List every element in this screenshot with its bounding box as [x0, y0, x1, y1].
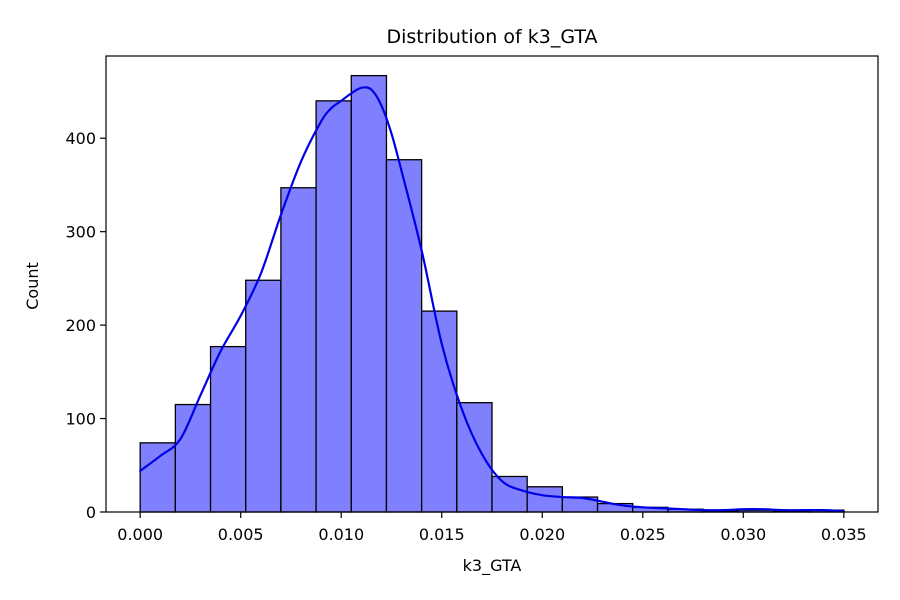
histogram-bar — [245, 279, 282, 513]
y-tick-label: 100 — [65, 410, 96, 429]
histogram-bar — [385, 159, 423, 513]
histogram-bar — [456, 402, 493, 513]
x-axis-title: k3_GTA — [463, 556, 522, 576]
x-tick-label: 0.005 — [218, 525, 264, 544]
y-tick-label: 0 — [86, 503, 96, 522]
histogram-bar — [491, 475, 528, 513]
histogram-bar — [280, 187, 317, 513]
x-tick-label: 0.015 — [419, 525, 465, 544]
histogram-bar — [315, 100, 352, 513]
y-tick-label: 300 — [65, 223, 96, 242]
histogram-bar — [139, 442, 177, 513]
histogram-bar — [209, 345, 247, 513]
plot-frame — [105, 55, 879, 513]
x-tick-label: 0.025 — [620, 525, 666, 544]
histogram-bar — [420, 310, 458, 513]
kde-curve — [139, 86, 845, 513]
y-tick-label: 200 — [65, 316, 96, 335]
histogram-bars — [139, 74, 845, 513]
histogram-bar — [350, 74, 388, 513]
y-tick-label: 400 — [65, 129, 96, 148]
chart-title: Distribution of k3_GTA — [386, 26, 597, 48]
x-tick-label: 0.020 — [519, 525, 565, 544]
x-tick-label: 0.010 — [318, 525, 364, 544]
histogram-bar — [526, 486, 564, 513]
x-tick-label: 0.035 — [821, 525, 867, 544]
y-axis: 0 100 200 300 400 — [65, 129, 106, 522]
x-tick-label: 0.030 — [720, 525, 766, 544]
x-tick-label: 0.000 — [117, 525, 163, 544]
x-axis: 0.000 0.005 0.010 0.015 0.020 0.025 0.030 0.035 — [117, 512, 867, 544]
histogram-bar — [174, 403, 212, 513]
y-axis-title: Count — [23, 262, 42, 310]
